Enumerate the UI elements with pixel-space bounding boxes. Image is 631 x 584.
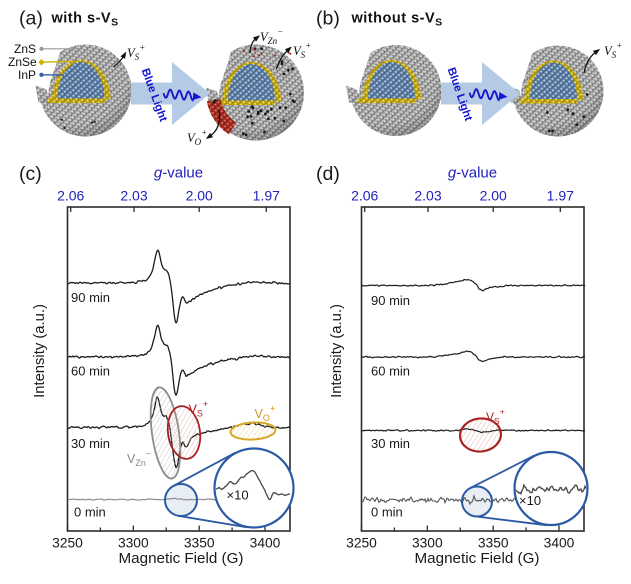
svg-text:2.00: 2.00 bbox=[480, 188, 507, 204]
svg-text:0 min: 0 min bbox=[74, 505, 106, 520]
svg-text:3250: 3250 bbox=[52, 536, 83, 551]
svg-text:(d): (d) bbox=[316, 163, 340, 185]
svg-text:90 min: 90 min bbox=[71, 290, 110, 305]
svg-text:3400: 3400 bbox=[250, 536, 281, 551]
svg-text:ZnS: ZnS bbox=[14, 42, 36, 56]
svg-text:VO+: VO+ bbox=[187, 128, 207, 148]
svg-text:90 min: 90 min bbox=[371, 293, 410, 308]
svg-text:2.06: 2.06 bbox=[351, 188, 378, 204]
svg-text:InP: InP bbox=[18, 68, 36, 82]
svg-text:Intensity (a.u.): Intensity (a.u.) bbox=[329, 304, 345, 398]
svg-text:2.06: 2.06 bbox=[57, 188, 84, 204]
svg-text:60 min: 60 min bbox=[371, 364, 410, 379]
svg-text:2.03: 2.03 bbox=[414, 188, 441, 204]
svg-text:ZnSe: ZnSe bbox=[8, 55, 37, 69]
svg-text:3300: 3300 bbox=[412, 536, 443, 551]
svg-text:3350: 3350 bbox=[184, 536, 215, 551]
svg-text:(c): (c) bbox=[19, 163, 42, 185]
svg-text:(b): (b) bbox=[316, 8, 340, 30]
svg-text:60 min: 60 min bbox=[71, 364, 110, 379]
svg-text:VS+: VS+ bbox=[293, 41, 311, 61]
svg-text:VZn−: VZn− bbox=[127, 449, 151, 469]
svg-text:without s-VS: without s-VS bbox=[351, 11, 443, 29]
svg-text:×10: ×10 bbox=[227, 488, 249, 503]
svg-text:VS+: VS+ bbox=[604, 41, 622, 61]
svg-text:3300: 3300 bbox=[118, 536, 149, 551]
svg-text:VS+: VS+ bbox=[486, 407, 505, 427]
svg-text:g-value: g-value bbox=[448, 165, 497, 182]
svg-text:Magnetic Field (G): Magnetic Field (G) bbox=[119, 550, 244, 567]
svg-text:1.97: 1.97 bbox=[253, 188, 280, 204]
svg-text:g-value: g-value bbox=[154, 165, 203, 182]
svg-text:(a): (a) bbox=[19, 8, 43, 30]
svg-text:VS+: VS+ bbox=[189, 399, 209, 419]
svg-text:3250: 3250 bbox=[346, 536, 377, 551]
svg-text:3400: 3400 bbox=[544, 536, 575, 551]
svg-text:1.97: 1.97 bbox=[547, 188, 574, 204]
svg-text:with s-VS: with s-VS bbox=[51, 11, 119, 29]
svg-text:30 min: 30 min bbox=[371, 436, 410, 451]
svg-text:VZn−: VZn− bbox=[260, 27, 283, 47]
svg-text:Intensity (a.u.): Intensity (a.u.) bbox=[32, 304, 48, 398]
svg-text:Magnetic Field (G): Magnetic Field (G) bbox=[415, 550, 540, 567]
svg-text:VS+: VS+ bbox=[127, 43, 145, 63]
svg-text:2.00: 2.00 bbox=[186, 188, 213, 204]
svg-text:30 min: 30 min bbox=[71, 436, 110, 451]
svg-text:×10: ×10 bbox=[519, 493, 541, 508]
svg-text:2.03: 2.03 bbox=[120, 188, 147, 204]
svg-text:VO+: VO+ bbox=[255, 404, 276, 424]
svg-text:3350: 3350 bbox=[478, 536, 509, 551]
svg-text:0 min: 0 min bbox=[371, 505, 403, 520]
